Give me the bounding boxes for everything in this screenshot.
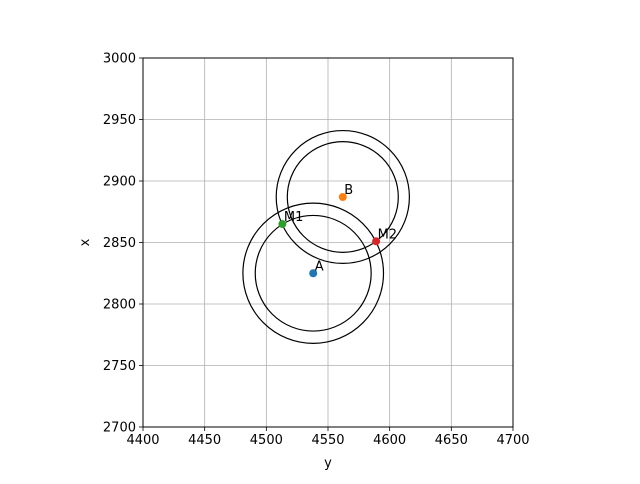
point-m1: [278, 220, 287, 229]
x-axis-label: y: [324, 456, 332, 471]
y-tick-label: 2950: [103, 113, 136, 128]
point-a: [309, 269, 318, 278]
x-tick-label: 4500: [250, 433, 283, 448]
y-tick-label: 2900: [103, 175, 136, 190]
y-tick-label: 2700: [103, 421, 136, 436]
x-axis-ticks: 4400 4450 4500 4550 4600 4650 4700: [126, 427, 530, 448]
point-b: [338, 192, 347, 201]
circles: [242, 129, 410, 344]
circle-around-a: [242, 202, 385, 344]
y-axis-label: x: [78, 238, 93, 246]
y-tick-label: 3000: [103, 52, 136, 67]
x-tick-label: 4650: [435, 433, 468, 448]
grid-lines: [142, 57, 514, 428]
point-labels: A B M1 M2: [284, 183, 397, 274]
y-tick-label: 2750: [103, 359, 136, 374]
circle-around-b: [275, 129, 410, 265]
x-tick-label: 4600: [373, 433, 406, 448]
x-tick-label: 4450: [188, 433, 221, 448]
point-m2: [372, 237, 381, 246]
point-label-m1: M1: [284, 210, 304, 225]
circle-around-a: [254, 214, 372, 332]
point-label-b: B: [344, 183, 353, 198]
circle-around-b: [286, 141, 399, 253]
point-label-m2: M2: [378, 227, 398, 242]
point-label-a: A: [315, 259, 324, 274]
x-tick-label: 4550: [311, 433, 344, 448]
y-tick-label: 2800: [103, 298, 136, 313]
y-tick-label: 2850: [103, 236, 136, 251]
x-tick-label: 4400: [126, 433, 159, 448]
x-tick-label: 4700: [496, 433, 529, 448]
data-points: [278, 192, 381, 278]
y-axis-ticks: 2700 2750 2800 2850 2900 2950 3000: [103, 52, 143, 436]
